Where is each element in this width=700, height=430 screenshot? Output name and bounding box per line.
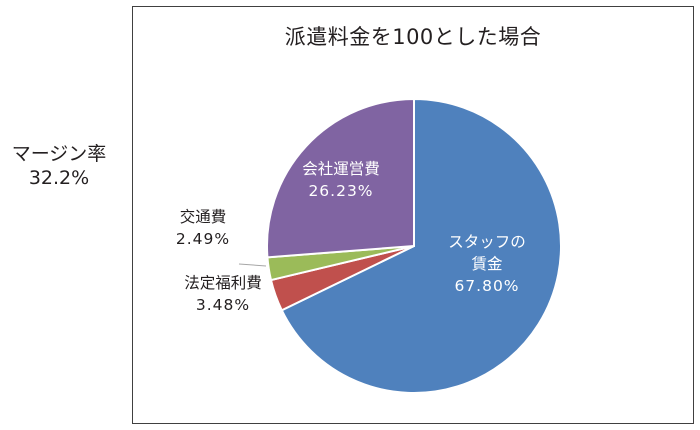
pie-slice [280,97,562,394]
margin-rate-label: マージン率 [11,143,107,165]
slice-label: 交通費 2.49% [176,208,230,248]
margin-rate-value: 32.2% [28,167,90,189]
pie-chart: スタッフの賃金 67.80% 法定福利費 3.48% 交通費 2.49% 会社運営費 26.2… [176,97,562,394]
slice-label: スタッフの賃金 67.80% [448,233,526,295]
pie-chart-frame: 派遣料金を100とした場合 スタッフの賃金 67.80% 法定福利費 3.48% 交通費… [132,6,694,424]
leader-line [238,263,267,267]
pie-slice [266,97,415,259]
slice-label: 法定福利費 3.48% [184,274,262,314]
slice-label: 会社運営費 26.23% [302,160,380,200]
chart-title: 派遣料金を100とした場合 [284,25,542,49]
margin-rate-note: マージン率 32.2% [0,142,118,190]
